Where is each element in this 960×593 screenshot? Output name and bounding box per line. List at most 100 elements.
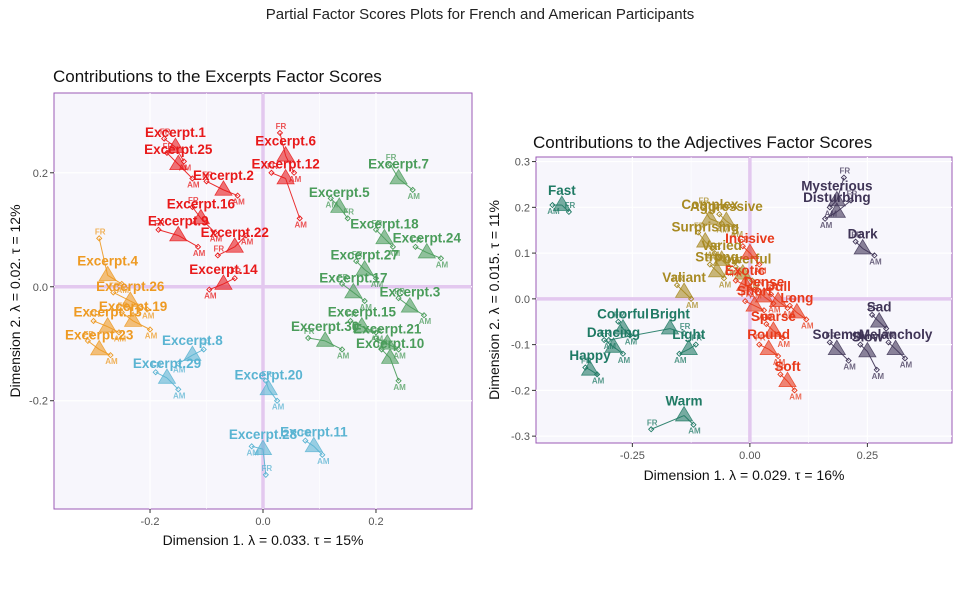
- point-label: Powerful: [714, 252, 771, 267]
- point-label: Excerpt.28: [229, 427, 298, 442]
- am-marker: [180, 158, 188, 165]
- point-label: Exotic: [725, 263, 766, 278]
- fr-marker: [378, 346, 385, 353]
- am-marker: [605, 336, 612, 344]
- triangle-marker: [735, 275, 755, 291]
- adjectives-y-tick-label: 0.1: [515, 248, 530, 260]
- fr-label: FR: [710, 242, 721, 251]
- fr-label: FR: [825, 331, 836, 340]
- adjectives-point-dark: FR AM Dark: [848, 227, 882, 267]
- fr-marker: [777, 371, 784, 378]
- fr-label: FR: [715, 203, 726, 212]
- adjectives-point-happy: FR AM Happy: [569, 348, 611, 386]
- am-marker: [420, 312, 428, 319]
- fr-marker: [386, 161, 394, 168]
- fr-label: FR: [89, 310, 100, 319]
- triangle-marker: [707, 261, 727, 278]
- am-label: AM: [801, 321, 814, 330]
- triangle-marker: [378, 333, 397, 350]
- am-label: AM: [547, 207, 560, 216]
- adjectives-point-disturbing: FR AM Disturbing: [803, 189, 871, 229]
- triangle-marker: [253, 439, 273, 455]
- point-label: Long: [780, 291, 813, 306]
- fr-marker: [152, 369, 159, 376]
- fr-marker: [276, 129, 284, 137]
- fr-label: FR: [386, 153, 397, 162]
- triangle-marker: [400, 296, 420, 313]
- fr-marker: [857, 341, 864, 348]
- am-marker: [873, 366, 880, 373]
- fr-label: FR: [163, 142, 174, 151]
- triangle-marker: [580, 360, 600, 376]
- am-marker: [372, 275, 380, 282]
- am-marker: [791, 387, 798, 394]
- am-label: AM: [272, 403, 285, 412]
- fr-label: FR: [84, 330, 95, 339]
- fr-marker: [699, 204, 707, 211]
- fr-marker: [742, 298, 749, 305]
- excerpts-point-excerpt-3: FR AM Excerpt.3: [379, 285, 440, 327]
- fr-marker: [695, 229, 702, 236]
- fr-label: FR: [738, 235, 749, 244]
- adjectives-ticks: -0.25 0.00 0.25 -0.3 -0.2 -0.1 0.0 0.1 0.2 0.3: [511, 157, 878, 462]
- fr-marker: [763, 320, 770, 328]
- fr-label: FR: [699, 196, 710, 205]
- am-label: AM: [747, 283, 760, 292]
- excerpts-ticks: -0.2 0.0 0.2 -0.2 0.0 0.2: [29, 168, 384, 528]
- am-marker: [206, 286, 213, 293]
- am-label: AM: [193, 249, 206, 258]
- am-marker: [821, 215, 829, 222]
- fr-marker: [155, 226, 162, 233]
- fr-marker: [826, 339, 833, 346]
- triangle-marker: [695, 231, 715, 248]
- fr-marker: [200, 346, 207, 353]
- am-label: AM: [674, 356, 687, 365]
- point-label: Excerpt.17: [319, 270, 387, 285]
- main-title: Partial Factor Scores Plots for French a…: [266, 6, 695, 23]
- fr-marker: [395, 295, 402, 302]
- fr-label: FR: [338, 273, 349, 282]
- point-label: Excerpt.13: [74, 305, 143, 320]
- fr-label: FR: [680, 322, 691, 331]
- am-label: AM: [142, 312, 155, 321]
- point-label: Dark: [848, 227, 879, 242]
- adjectives-point-warm: FR AM Warm: [647, 394, 703, 436]
- fr-marker: [601, 336, 608, 344]
- point-label: Excerpt.18: [350, 216, 419, 231]
- am-label: AM: [232, 198, 245, 207]
- point-label: Excerpt.29: [133, 356, 201, 371]
- am-marker: [361, 297, 368, 305]
- am-marker: [871, 252, 878, 259]
- fr-marker: [268, 169, 275, 176]
- triangle-marker: [89, 339, 109, 356]
- fr-label: FR: [343, 207, 354, 216]
- triangle-marker: [355, 259, 374, 276]
- fr-marker: [189, 203, 196, 211]
- am-marker: [687, 295, 695, 302]
- adjectives-point-fast: FR AM Fast: [547, 183, 576, 216]
- am-marker: [749, 277, 756, 284]
- adjectives-y-tick-label: -0.1: [511, 340, 530, 352]
- triangle-marker: [700, 208, 720, 225]
- point-label: Excerpt.15: [328, 305, 397, 320]
- excerpts-point-excerpt-6: FR AM Excerpt.6: [255, 122, 316, 184]
- excerpts-x-tick-label: 0.2: [368, 516, 383, 528]
- excerpts-point-excerpt-24: FR AM Excerpt.24: [393, 231, 462, 270]
- triangle-marker: [191, 208, 211, 225]
- excerpts-point-excerpt-13: FR AM Excerpt.13: [74, 305, 143, 344]
- point-label: Happy: [569, 348, 611, 363]
- am-marker: [756, 261, 763, 268]
- point-label: Excerpt.2: [193, 168, 254, 183]
- am-label: AM: [723, 269, 736, 278]
- point-label: Bright: [650, 307, 690, 322]
- adjectives-y-axis-label: Dimension 2. λ = 0.015. τ = 11%: [486, 200, 502, 400]
